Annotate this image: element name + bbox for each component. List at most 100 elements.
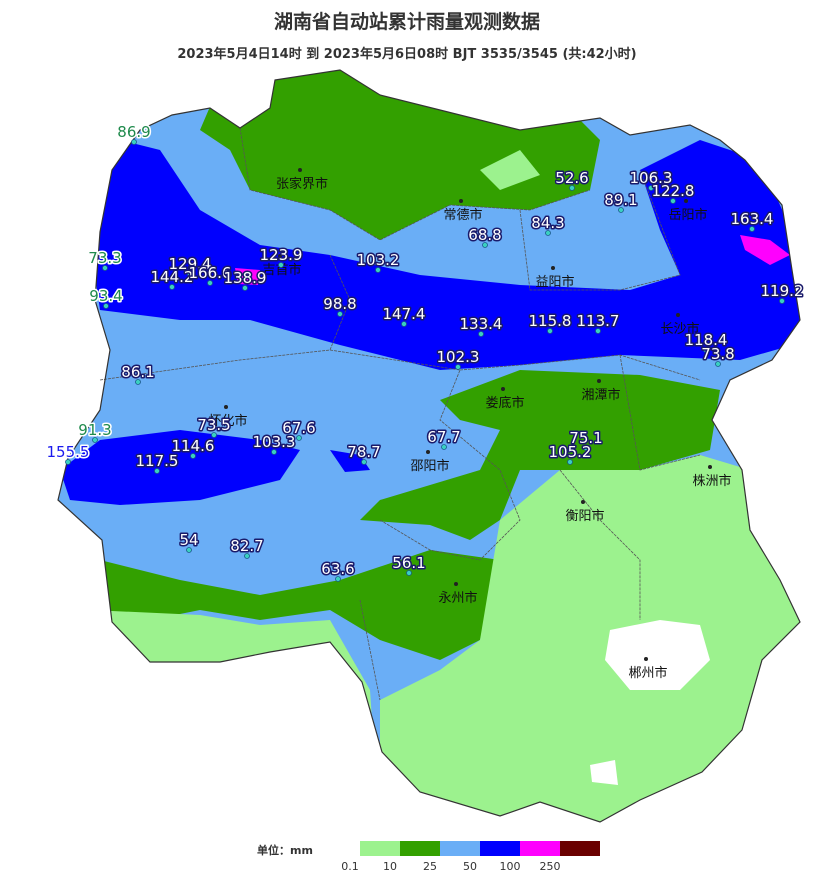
station-dot — [242, 285, 248, 291]
station-value: 73.5 — [197, 416, 230, 434]
station-dot — [271, 449, 277, 455]
station-dot — [187, 271, 193, 277]
legend-tick: 10 — [383, 860, 397, 873]
city-dot — [501, 387, 505, 391]
station-dot — [190, 453, 196, 459]
city-label: 株洲市 — [692, 473, 731, 489]
station-value: 75.1 — [569, 429, 602, 447]
station-dot — [779, 298, 785, 304]
station-value: 67.6 — [282, 419, 315, 437]
station-value: 115.8 — [529, 312, 572, 330]
station-value: 133.4 — [460, 315, 503, 333]
legend-tick: 100 — [500, 860, 521, 873]
city-label: 郴州市 — [628, 665, 667, 681]
station-dot — [547, 328, 553, 334]
title: 湖南省自动站累计雨量观测数据 — [274, 10, 540, 33]
city-dot — [676, 313, 680, 317]
city-dot — [224, 405, 228, 409]
station-value: 82.7 — [230, 537, 263, 555]
station-value: 63.6 — [321, 560, 354, 578]
station-value: 68.8 — [468, 226, 501, 244]
station-dot — [186, 547, 192, 553]
station-value: 122.8 — [652, 182, 695, 200]
station-value: 117.5 — [136, 452, 179, 470]
city-dot — [454, 582, 458, 586]
station-dot — [648, 185, 654, 191]
station-dot — [595, 328, 601, 334]
city-dot — [459, 199, 463, 203]
city-label: 吉首市 — [262, 262, 301, 278]
legend-swatch — [560, 841, 600, 856]
city-label: 衡阳市 — [565, 508, 604, 524]
borders — [57, 69, 801, 823]
field-zero — [605, 620, 710, 690]
station-value: 155.5 — [47, 443, 90, 461]
field-0-10 — [380, 455, 800, 822]
station-dot — [545, 230, 551, 236]
station-value: 56.1 — [392, 554, 425, 572]
legend-tick: 0.1 — [341, 860, 359, 873]
station-value: 86.1 — [121, 363, 154, 381]
station-dot — [478, 331, 484, 337]
station-value: 118.4 — [685, 331, 728, 349]
station-dot — [569, 185, 575, 191]
station-value: 105.2 — [549, 443, 592, 461]
city-dot — [708, 465, 712, 469]
station-dot — [244, 553, 250, 559]
legend-swatch — [440, 841, 480, 856]
city-label: 娄底市 — [485, 395, 524, 411]
station-dot — [583, 445, 589, 451]
station-dot — [361, 459, 367, 465]
station-value: 103.2 — [357, 251, 400, 269]
city-dot — [684, 199, 688, 203]
legend-tick: 50 — [463, 860, 477, 873]
city-dot — [426, 450, 430, 454]
field-0-10 — [480, 150, 540, 190]
station-value: 86.9 — [117, 123, 150, 141]
city-borders — [99, 127, 701, 701]
station-value: 102.3 — [437, 348, 480, 366]
legend-tick: 25 — [423, 860, 437, 873]
station-value: 119.2 — [761, 282, 804, 300]
station-value: 54 — [179, 531, 198, 549]
station-value: 129.4 — [169, 255, 212, 273]
city-label: 常德市 — [443, 207, 482, 223]
city-label: 邵阳市 — [410, 458, 449, 474]
station-value: 138.9 — [224, 269, 267, 287]
station-dot — [135, 379, 141, 385]
station-dot — [670, 198, 676, 204]
city-dot — [551, 266, 555, 270]
station-value: 113.7 — [577, 312, 620, 330]
station-value: 84.3 — [531, 214, 564, 232]
station-value: 163.4 — [731, 210, 774, 228]
station-value: 166.6 — [189, 264, 232, 282]
station-value: 106.3 — [630, 169, 673, 187]
station-value: 67.7 — [427, 428, 460, 446]
station-dot — [211, 432, 217, 438]
field-100-250 — [235, 268, 260, 285]
field-100-250 — [740, 235, 790, 265]
city-dot — [581, 500, 585, 504]
station-dot — [567, 459, 573, 465]
station-value: 89.1 — [604, 191, 637, 209]
station-dot — [335, 576, 341, 582]
legend-swatch — [520, 841, 560, 856]
station-dot — [131, 139, 137, 145]
city-dot — [298, 168, 302, 172]
station-dot — [401, 321, 407, 327]
station-value: 73.8 — [701, 345, 734, 363]
station-value: 147.4 — [383, 305, 426, 323]
field-zero — [590, 760, 618, 785]
city-label: 益阳市 — [535, 274, 574, 290]
city-label: 岳阳市 — [668, 207, 707, 223]
station-dot — [749, 226, 755, 232]
station-dot — [65, 459, 71, 465]
station-dot — [207, 280, 213, 286]
station-dot — [102, 265, 108, 271]
city-label: 长沙市 — [660, 321, 699, 337]
city-dot — [644, 657, 648, 661]
station-value: 123.9 — [260, 246, 303, 264]
